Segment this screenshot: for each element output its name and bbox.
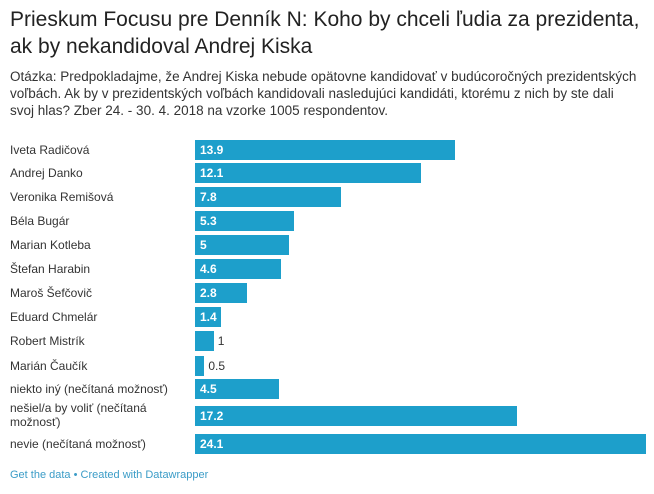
value-label: 1.4 xyxy=(200,310,217,324)
bar xyxy=(195,406,517,426)
bar xyxy=(195,379,280,399)
bar xyxy=(195,307,222,327)
bar xyxy=(195,283,248,303)
value-label: 7.8 xyxy=(200,190,217,204)
bar-row: Andrej Danko 12.1 xyxy=(0,163,654,183)
value-label: 2.8 xyxy=(200,286,217,300)
value-label: 0.5 xyxy=(208,359,226,373)
value-label: 5 xyxy=(200,238,207,252)
category-label: Veronika Remišová xyxy=(10,190,114,204)
chart-title: Prieskum Focusu pre Denník N: Koho by ch… xyxy=(10,8,640,58)
bar xyxy=(195,211,295,231)
category-label: Maroš Šefčovič xyxy=(10,286,93,300)
bar xyxy=(195,259,282,279)
category-label: Robert Mistrík xyxy=(10,334,85,348)
bar-row: Robert Mistrík 1 xyxy=(0,331,654,351)
bar-row: niekto iný (nečítaná možnosť) 4.5 xyxy=(0,379,654,399)
bar-row: Béla Bugár 5.3 xyxy=(0,211,654,231)
category-label: nevie (nečítaná možnosť) xyxy=(10,437,146,451)
bar xyxy=(195,356,205,376)
bar xyxy=(195,140,456,160)
bar-row: Štefan Harabin 4.6 xyxy=(0,259,654,279)
bar-row: Marian Kotleba 5 xyxy=(0,235,654,255)
value-label: 12.1 xyxy=(200,166,224,180)
category-label: Eduard Chmelár xyxy=(10,310,98,324)
category-label: Štefan Harabin xyxy=(10,262,91,276)
bar-row: Veronika Remišová 7.8 xyxy=(0,187,654,207)
category-label: nešiel/a by voliť (nečítaná možnosť) xyxy=(10,401,147,429)
bar-row: Iveta Radičová 13.9 xyxy=(0,140,654,160)
bar-row: Maroš Šefčovič 2.8 xyxy=(0,283,654,303)
category-label: Marián Čaučík xyxy=(10,359,88,373)
bar xyxy=(195,331,214,351)
bar-row: Marián Čaučík 0.5 xyxy=(0,356,654,376)
category-label: niekto iný (nečítaná možnosť) xyxy=(10,382,168,396)
chart-description: Otázka: Predpokladajme, že Andrej Kiska … xyxy=(10,69,637,118)
category-label: Béla Bugár xyxy=(10,214,70,228)
value-label: 1 xyxy=(217,334,225,348)
bar-row: Eduard Chmelár 1.4 xyxy=(0,307,654,327)
value-label: 17.2 xyxy=(200,409,224,423)
value-label: 4.5 xyxy=(200,382,217,396)
category-label: Iveta Radičová xyxy=(10,143,90,157)
category-label: Marian Kotleba xyxy=(10,238,91,252)
datawrapper-link[interactable]: Created with Datawrapper xyxy=(80,469,209,481)
category-label: Andrej Danko xyxy=(10,166,83,180)
value-label: 5.3 xyxy=(200,214,217,228)
bar-row: nešiel/a by voliť (nečítaná možnosť) 17.2 xyxy=(0,401,654,429)
value-label: 13.9 xyxy=(200,143,224,157)
value-label: 24.1 xyxy=(200,437,224,451)
value-label: 4.6 xyxy=(200,262,217,276)
bar xyxy=(195,163,422,183)
get-data-link[interactable]: Get the data xyxy=(10,469,71,481)
bar xyxy=(195,187,341,207)
footer-separator: • xyxy=(70,469,81,481)
footer: Get the data • Created with Datawrapper xyxy=(10,469,208,481)
bar xyxy=(195,434,646,454)
bar xyxy=(195,235,289,255)
bar-row: nevie (nečítaná možnosť) 24.1 xyxy=(0,434,654,454)
